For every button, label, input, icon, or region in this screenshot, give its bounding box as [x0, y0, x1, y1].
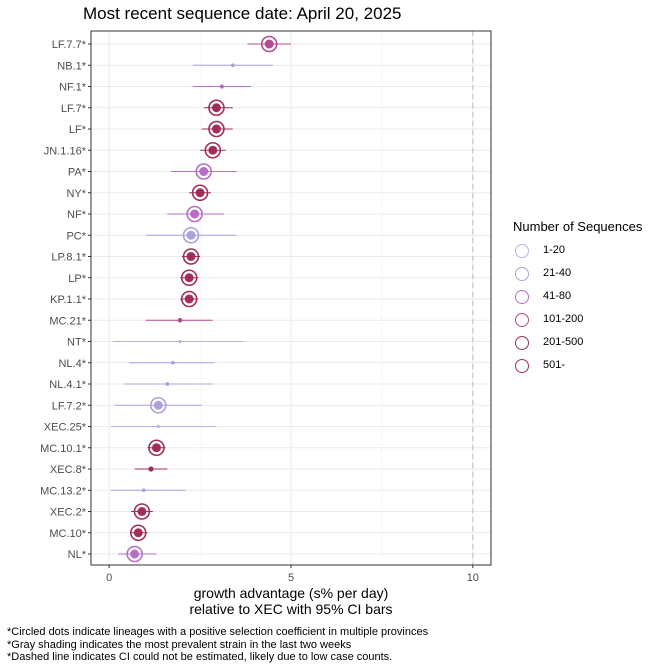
- legend-label: 201-500: [543, 336, 584, 348]
- highlight-ring: [148, 439, 165, 457]
- y-tick-label: LP.8.1*: [51, 252, 86, 264]
- y-tick-label: XEC.2*: [50, 507, 87, 519]
- data-point: [190, 209, 200, 219]
- legend-title: Number of Sequences: [513, 219, 643, 234]
- legend-label: 1-20: [543, 244, 566, 256]
- legend-item: 1-20: [513, 242, 668, 265]
- y-tick-label: NT*: [67, 337, 87, 349]
- y-tick-label: PC*: [66, 230, 86, 242]
- legend-item: 21-40: [513, 265, 668, 288]
- y-tick-label: NF.1*: [59, 82, 87, 94]
- legend-swatch-icon: [515, 313, 529, 327]
- y-tick-label: LF.7.7*: [52, 39, 87, 51]
- y-tick-label: MC.21*: [49, 315, 86, 327]
- y-tick-label: LF.7*: [61, 103, 87, 115]
- y-tick-label: XEC.25*: [44, 422, 87, 434]
- data-point: [156, 424, 160, 429]
- y-tick-label: XEC.8*: [50, 464, 87, 476]
- footnote-dashed-line: *Dashed line indicates CI could not be e…: [7, 651, 393, 664]
- data-point: [137, 507, 147, 516]
- y-tick-label: NY*: [66, 188, 86, 200]
- highlight-ring: [180, 290, 198, 308]
- highlight-ring: [180, 269, 198, 287]
- highlight-ring: [149, 396, 167, 414]
- y-tick-label: LF.7.2*: [52, 400, 87, 412]
- y-tick-label: NF*: [67, 209, 87, 221]
- y-tick-label: NL.4*: [58, 358, 86, 370]
- highlight-ring: [208, 99, 225, 117]
- y-tick-label: LF*: [69, 124, 87, 136]
- x-tick-label: 5: [288, 572, 294, 584]
- data-point: [130, 549, 140, 559]
- data-point: [219, 84, 225, 89]
- data-point: [153, 400, 163, 410]
- data-point: [211, 124, 221, 134]
- highlight-ring: [129, 524, 147, 542]
- data-point: [178, 339, 182, 344]
- y-tick-label: MC.13.2*: [40, 485, 87, 497]
- legend-item: 501-: [513, 357, 668, 380]
- legend-label: 41-80: [543, 290, 572, 302]
- data-point: [211, 103, 221, 113]
- highlight-ring: [195, 163, 213, 180]
- footnotes: *Circled dots indicate lineages with a p…: [7, 626, 428, 664]
- highlight-ring: [208, 120, 225, 138]
- highlight-ring: [191, 184, 209, 202]
- highlight-ring: [182, 226, 200, 244]
- data-point: [199, 167, 209, 176]
- y-tick-label: NL.4.1*: [49, 379, 86, 391]
- x-axis-label: relative to XEC with 95% CI bars: [189, 601, 392, 617]
- legend-swatch-icon: [515, 290, 529, 304]
- legend-swatch-icon: [515, 267, 529, 281]
- legend-swatch-icon: [515, 244, 529, 258]
- x-tick-label: 10: [467, 572, 479, 584]
- legend-swatch-icon: [515, 359, 529, 373]
- data-point: [184, 294, 194, 304]
- data-point: [141, 488, 146, 493]
- footnote-gray-shading: *Gray shading indicates the most prevale…: [7, 638, 352, 651]
- legend-label: 21-40: [543, 267, 572, 279]
- legend-item: 41-80: [513, 288, 668, 311]
- legend-label: 101-200: [543, 313, 584, 325]
- y-tick-label: NB.1*: [57, 60, 86, 72]
- highlight-ring: [260, 35, 278, 53]
- data-point: [184, 273, 194, 283]
- y-tick-label: LP*: [68, 273, 86, 285]
- data-point: [230, 63, 235, 68]
- legend-swatch-icon: [515, 336, 529, 350]
- data-point: [148, 466, 154, 472]
- data-point: [170, 360, 175, 365]
- highlight-ring: [126, 545, 143, 563]
- data-point: [208, 145, 218, 155]
- legend-label: 501-: [543, 359, 566, 371]
- data-point: [186, 252, 196, 261]
- chart-title: Most recent sequence date: April 20, 202…: [83, 4, 402, 23]
- highlight-ring: [182, 248, 200, 265]
- x-axis-label: growth advantage (s% per day): [194, 585, 389, 601]
- data-point: [133, 528, 143, 538]
- y-tick-label: JN.1.16*: [44, 145, 87, 157]
- data-point: [264, 39, 274, 49]
- highlight-ring: [204, 141, 222, 159]
- y-tick-label: PA*: [68, 167, 87, 179]
- data-point: [186, 230, 196, 240]
- y-tick-label: MC.10*: [49, 528, 86, 540]
- y-tick-label: MC.10.1*: [40, 443, 87, 455]
- legend-item: 101-200: [513, 311, 668, 334]
- highlight-ring: [133, 503, 151, 520]
- data-point: [177, 317, 183, 323]
- x-tick-label: 0: [106, 572, 112, 584]
- legend-item: 201-500: [513, 334, 668, 357]
- data-point: [165, 382, 170, 386]
- legend: Number of Sequences 1-20 21-40 41-80 101-20…: [513, 219, 668, 380]
- footnote-circled: *Circled dots indicate lineages with a p…: [7, 626, 429, 638]
- highlight-ring: [186, 205, 203, 223]
- data-point: [151, 443, 161, 453]
- y-tick-label: NL*: [68, 549, 87, 561]
- data-point: [195, 188, 205, 198]
- y-tick-label: KP.1.1*: [50, 294, 87, 306]
